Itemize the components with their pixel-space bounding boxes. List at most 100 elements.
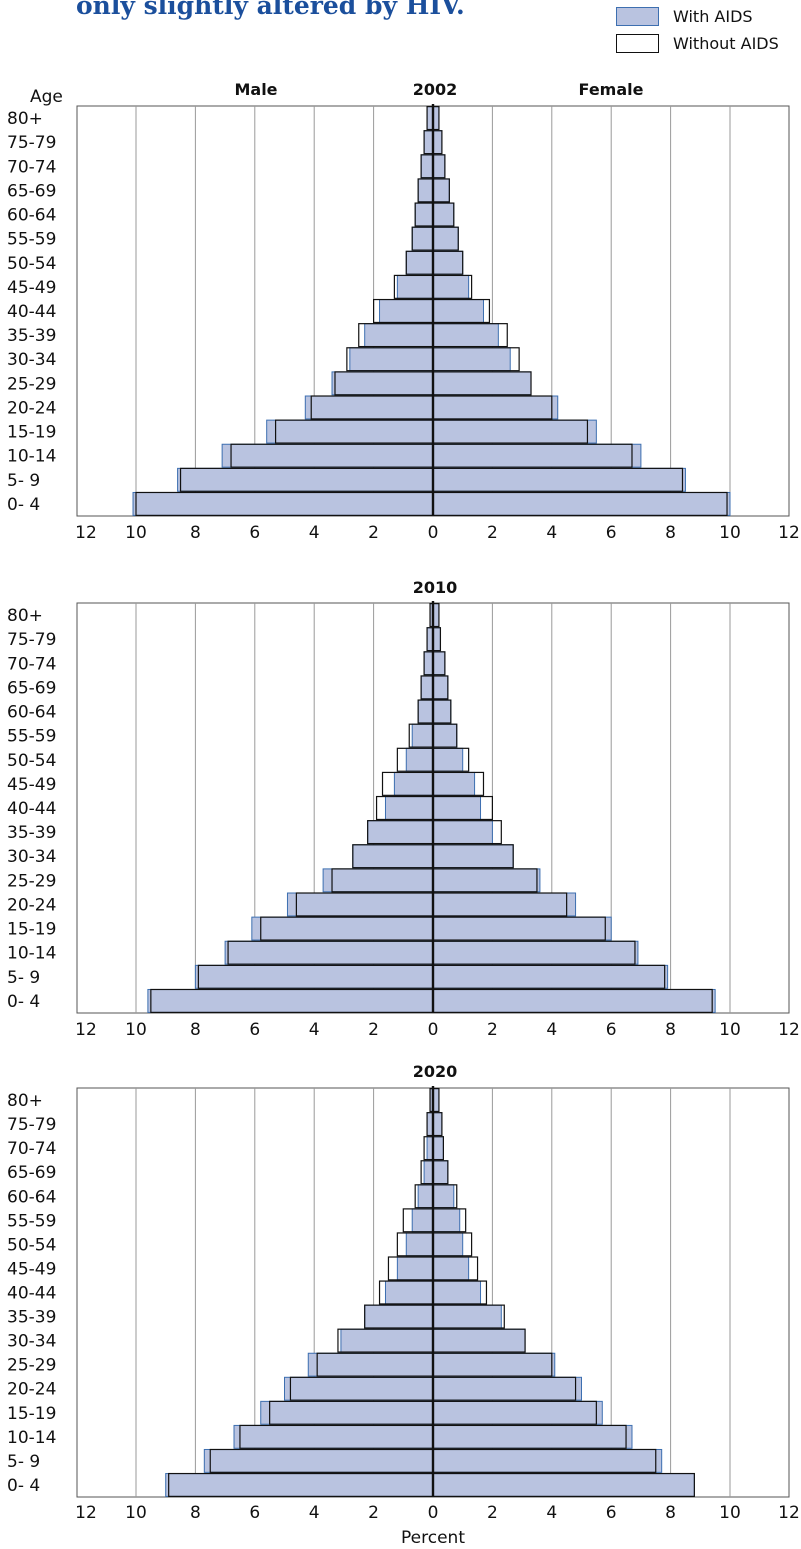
age-label: 15-19 — [7, 423, 56, 443]
bar-female-with-aids — [432, 1208, 461, 1233]
age-label: 10-14 — [7, 944, 56, 964]
bar-female-with-aids — [432, 1352, 556, 1377]
bar-male-with-aids — [405, 250, 434, 275]
bar-female-with-aids — [432, 371, 532, 396]
age-label: 0- 4 — [7, 1476, 40, 1496]
age-label: 30-34 — [7, 350, 56, 370]
age-label: 10-14 — [7, 447, 56, 467]
bar-female-with-aids — [432, 771, 476, 796]
bar-male-with-aids — [224, 940, 434, 965]
bar-male-with-aids — [349, 347, 434, 372]
bar-female-with-aids — [432, 916, 612, 941]
age-label: 30-34 — [7, 847, 56, 867]
bar-male-with-aids — [379, 299, 434, 323]
x-tick-label: 2 — [368, 1020, 379, 1040]
female-label: Female — [579, 80, 644, 99]
bar-female-with-aids — [432, 154, 446, 179]
legend-swatch-without-aids — [616, 34, 659, 53]
bar-female-with-aids — [432, 723, 458, 748]
bar-male-with-aids — [384, 796, 434, 820]
bar-male-with-aids — [251, 916, 434, 941]
x-tick-label: 4 — [546, 1503, 557, 1523]
bar-female-with-aids — [432, 1376, 582, 1401]
age-label: 65-69 — [7, 678, 56, 698]
bar-female-with-aids — [432, 675, 449, 700]
bar-male-with-aids — [286, 892, 434, 917]
age-label: 45-49 — [7, 278, 56, 298]
bar-female-with-aids — [432, 419, 597, 444]
x-tick-label: 12 — [75, 1503, 97, 1523]
bar-male-with-aids — [165, 1473, 434, 1497]
x-tick-label: 2 — [487, 523, 498, 543]
age-label: 50-54 — [7, 751, 56, 771]
age-label: 40-44 — [7, 1284, 56, 1304]
bar-female-with-aids — [432, 651, 446, 676]
x-tick-label: 12 — [75, 1020, 97, 1040]
bar-male-with-aids — [417, 178, 434, 203]
bar-female-with-aids — [432, 892, 577, 917]
bar-female-with-aids — [432, 844, 514, 869]
age-label: 20-24 — [7, 398, 56, 418]
bar-female-with-aids — [432, 988, 716, 1013]
bar-male-with-aids — [304, 395, 434, 420]
bar-male-with-aids — [396, 1256, 434, 1281]
bar-male-with-aids — [203, 1448, 434, 1473]
bar-female-with-aids — [432, 868, 541, 893]
bar-male-with-aids — [132, 491, 434, 516]
age-label: 25-29 — [7, 374, 56, 394]
bar-male-with-aids — [177, 467, 434, 492]
x-tick-label: 8 — [190, 1020, 201, 1040]
bar-male-with-aids — [352, 844, 434, 869]
bar-male-with-aids — [194, 964, 434, 989]
x-tick-label: 10 — [125, 1020, 147, 1040]
x-tick-label: 0 — [428, 1503, 439, 1523]
age-label: 75-79 — [7, 1115, 56, 1135]
bar-female-with-aids — [432, 1160, 449, 1185]
age-label: 60-64 — [7, 1187, 56, 1207]
age-label: 0- 4 — [7, 992, 40, 1012]
bar-male-with-aids — [423, 1160, 434, 1185]
x-tick-label: 2 — [368, 523, 379, 543]
x-tick-label: 6 — [249, 1020, 260, 1040]
bar-female-with-aids — [432, 1184, 455, 1209]
x-tick-label: 12 — [778, 523, 800, 543]
age-label: 65-69 — [7, 181, 56, 201]
age-label: 35-39 — [7, 326, 56, 346]
bar-male-with-aids — [221, 443, 434, 468]
bar-male-with-aids — [307, 1352, 434, 1377]
legend-label-without-aids: Without AIDS — [673, 34, 779, 53]
age-label: 35-39 — [7, 1308, 56, 1328]
age-label: 10-14 — [7, 1428, 56, 1448]
bar-female-with-aids — [432, 323, 499, 348]
bar-female-with-aids — [432, 178, 450, 203]
x-tick-label: 12 — [75, 523, 97, 543]
bar-female-with-aids — [432, 274, 470, 299]
age-label: 5- 9 — [7, 1452, 40, 1472]
bar-male-with-aids — [384, 1280, 434, 1305]
bar-male-with-aids — [423, 130, 434, 155]
bar-female-with-aids — [432, 1400, 603, 1425]
bar-female-with-aids — [432, 1424, 633, 1449]
x-tick-label: 4 — [309, 1503, 320, 1523]
x-tick-label: 10 — [719, 523, 741, 543]
age-label: 75-79 — [7, 630, 56, 650]
bar-male-with-aids — [340, 1328, 434, 1353]
bar-female-with-aids — [432, 443, 642, 468]
x-tick-label: 12 — [778, 1503, 800, 1523]
bar-male-with-aids — [414, 202, 434, 227]
bar-female-with-aids — [432, 699, 452, 724]
age-label: 45-49 — [7, 775, 56, 795]
bar-female-with-aids — [432, 226, 459, 251]
age-label: 15-19 — [7, 920, 56, 940]
bar-female-with-aids — [432, 1112, 443, 1137]
age-label: 55-59 — [7, 230, 56, 250]
age-axis-label: Age — [30, 87, 63, 107]
bar-male-with-aids — [405, 1232, 434, 1257]
x-tick-label: 8 — [665, 1503, 676, 1523]
bar-female-with-aids — [432, 820, 493, 845]
x-tick-label: 12 — [778, 1020, 800, 1040]
x-tick-label: 6 — [249, 1503, 260, 1523]
year-title: 2010 — [413, 578, 458, 597]
bar-male-with-aids — [284, 1376, 434, 1401]
x-tick-label: 10 — [719, 1503, 741, 1523]
